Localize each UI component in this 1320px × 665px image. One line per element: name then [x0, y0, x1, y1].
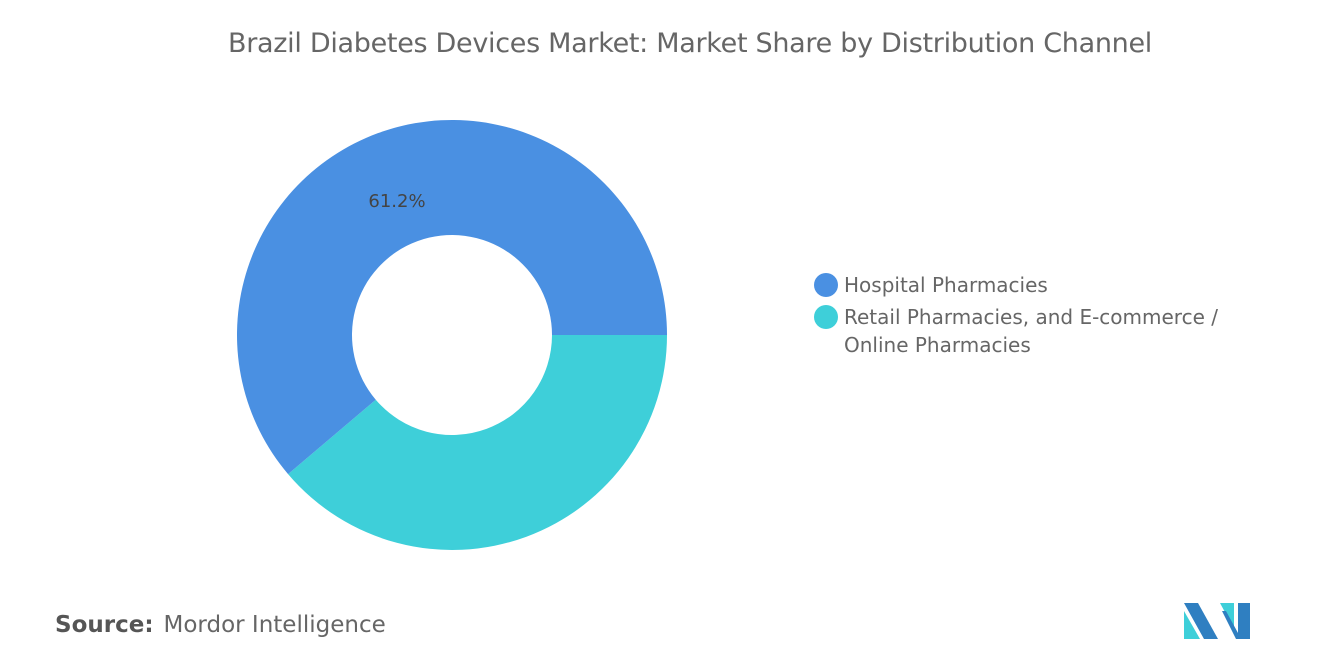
legend: Hospital Pharmacies Retail Pharmacies, an… [814, 271, 1234, 363]
source-value: Mordor Intelligence [163, 612, 386, 638]
source-line: Source: Mordor Intelligence [55, 612, 386, 638]
legend-marker [814, 273, 838, 297]
donut-slice-1 [237, 119, 668, 475]
legend-item: Hospital Pharmacies [814, 271, 1234, 299]
legend-item: Retail Pharmacies, and E-commerce / Onli… [814, 303, 1234, 359]
legend-label: Hospital Pharmacies [844, 273, 1048, 297]
mordor-logo-icon [1184, 603, 1250, 639]
donut-slice-2 [288, 335, 667, 550]
data-label: 61.2% [368, 191, 425, 212]
chart-title: Brazil Diabetes Devices Market: Market S… [228, 28, 1152, 59]
legend-label: Retail Pharmacies, and E-commerce / Onli… [844, 305, 1218, 357]
source-label: Source: [55, 612, 154, 638]
legend-marker [814, 305, 838, 329]
